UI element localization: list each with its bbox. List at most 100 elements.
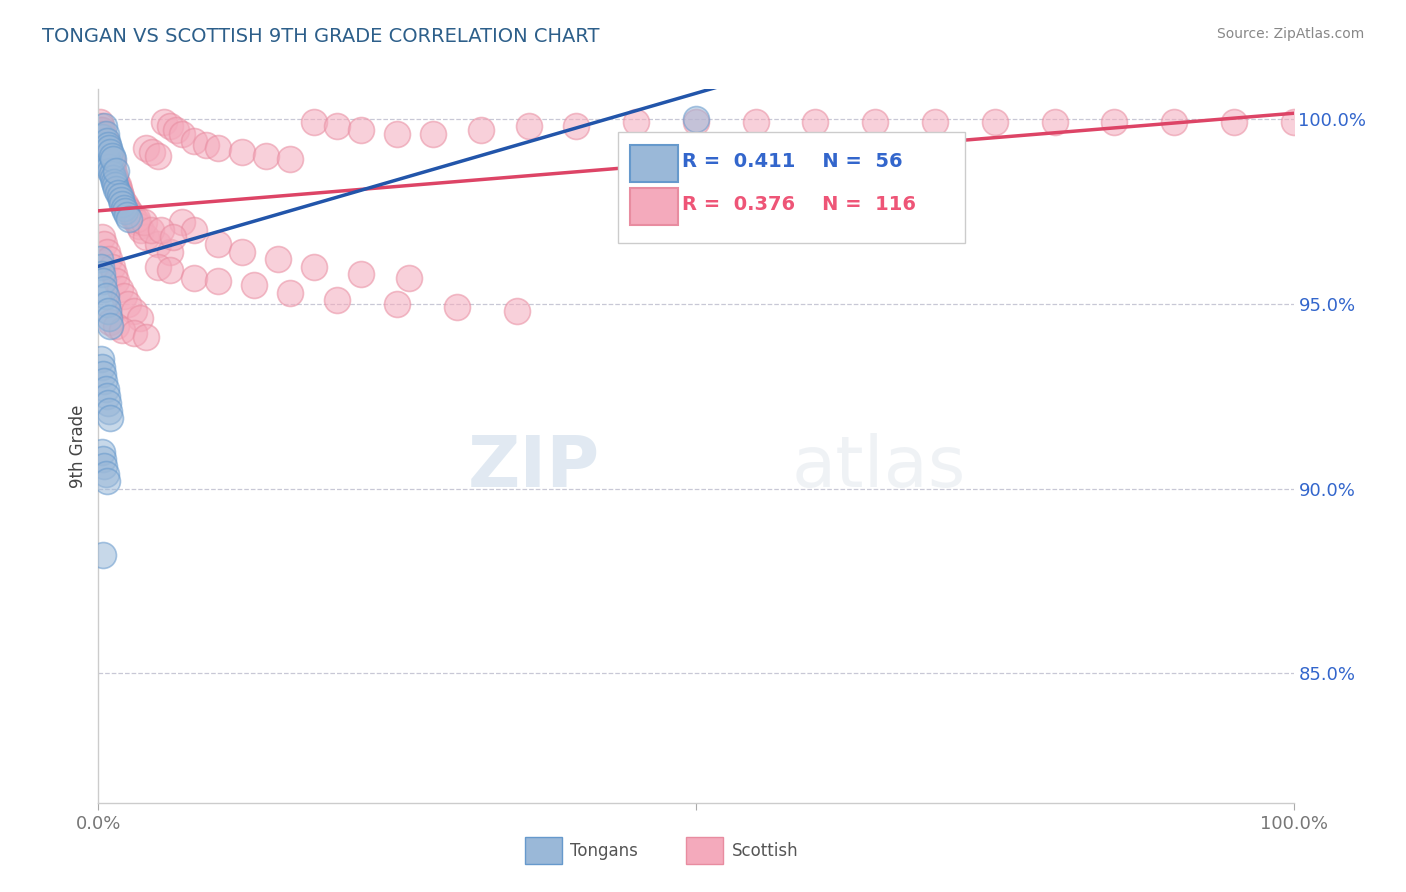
Point — [114, 196, 136, 211]
Point — [115, 201, 138, 215]
Point — [135, 230, 157, 244]
Point — [91, 130, 114, 145]
Point — [91, 359, 114, 374]
Point — [924, 115, 946, 129]
Point — [254, 149, 277, 163]
Point — [97, 149, 120, 163]
Point — [565, 119, 588, 133]
Point — [98, 311, 121, 326]
Point — [91, 548, 114, 562]
Point — [1043, 115, 1066, 129]
Point — [153, 115, 176, 129]
Text: Tongans: Tongans — [571, 842, 638, 860]
Point — [183, 270, 205, 285]
Point — [231, 145, 253, 159]
Point — [148, 260, 170, 274]
Point — [1104, 115, 1126, 129]
Point — [159, 263, 181, 277]
Point — [98, 411, 122, 425]
Point — [114, 204, 136, 219]
Point — [110, 193, 132, 207]
Point — [91, 127, 114, 141]
Point — [94, 134, 117, 148]
Point — [685, 115, 707, 129]
FancyBboxPatch shape — [630, 187, 678, 225]
Point — [107, 186, 129, 200]
Point — [100, 153, 122, 167]
Point — [398, 270, 420, 285]
Point — [98, 141, 121, 155]
Point — [422, 127, 444, 141]
Point — [135, 141, 157, 155]
Point — [139, 223, 162, 237]
Point — [159, 119, 181, 133]
Point — [183, 134, 205, 148]
Point — [94, 149, 117, 163]
Point — [105, 163, 128, 178]
Point — [207, 275, 229, 289]
Point — [278, 285, 301, 300]
Point — [93, 119, 115, 133]
Point — [326, 119, 349, 133]
Point — [108, 282, 131, 296]
Point — [100, 160, 122, 174]
Point — [108, 189, 131, 203]
Point — [626, 115, 648, 129]
Point — [98, 149, 122, 163]
Point — [172, 127, 194, 141]
Point — [207, 141, 229, 155]
Point — [104, 178, 127, 193]
Point — [96, 474, 118, 488]
Point — [98, 318, 122, 333]
Text: Scottish: Scottish — [733, 842, 799, 860]
Point — [128, 219, 150, 233]
Point — [326, 293, 349, 307]
Point — [804, 115, 827, 129]
Point — [101, 170, 124, 185]
Point — [103, 267, 125, 281]
Point — [91, 267, 114, 281]
Point — [148, 237, 170, 252]
Point — [96, 296, 118, 310]
Point — [91, 367, 114, 381]
Point — [350, 267, 373, 281]
Point — [470, 123, 492, 137]
Point — [984, 115, 1007, 129]
Text: TONGAN VS SCOTTISH 9TH GRADE CORRELATION CHART: TONGAN VS SCOTTISH 9TH GRADE CORRELATION… — [42, 27, 600, 45]
Point — [446, 301, 468, 315]
Point — [1223, 115, 1246, 129]
Point — [111, 196, 134, 211]
FancyBboxPatch shape — [619, 132, 965, 243]
Point — [172, 215, 194, 229]
Point — [96, 153, 118, 167]
Point — [207, 237, 229, 252]
Point — [90, 352, 112, 367]
Point — [91, 444, 114, 458]
Point — [183, 223, 205, 237]
Point — [243, 278, 266, 293]
Point — [195, 137, 218, 152]
Point — [94, 382, 117, 396]
Point — [129, 311, 152, 326]
Point — [104, 170, 127, 185]
Point — [231, 244, 253, 259]
Point — [162, 230, 184, 244]
Point — [91, 137, 114, 152]
Point — [302, 115, 325, 129]
Point — [96, 244, 118, 259]
Point — [165, 123, 187, 137]
Point — [124, 326, 146, 341]
Point — [93, 137, 115, 152]
Point — [101, 156, 124, 170]
Y-axis label: 9th Grade: 9th Grade — [69, 404, 87, 488]
Point — [93, 145, 115, 159]
Point — [96, 137, 118, 152]
Point — [110, 189, 132, 203]
Point — [1163, 115, 1185, 129]
Point — [93, 459, 115, 474]
Point — [865, 115, 887, 129]
Point — [89, 115, 111, 129]
Point — [103, 175, 125, 189]
Point — [302, 260, 325, 274]
Point — [101, 163, 124, 178]
